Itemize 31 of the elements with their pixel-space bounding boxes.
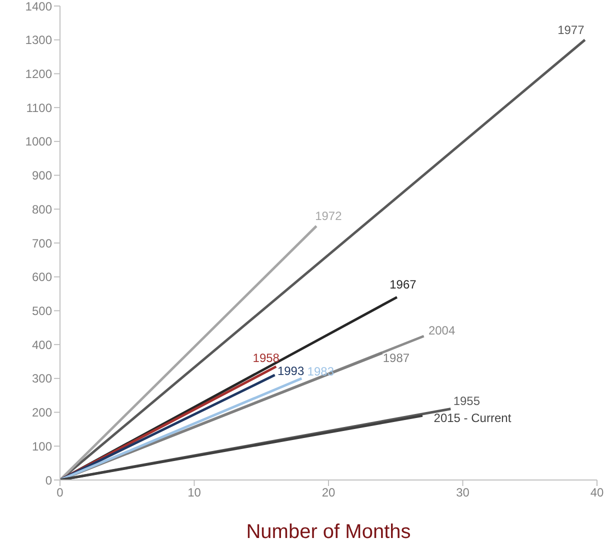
y-tick-label: 1200	[25, 66, 52, 81]
y-tick-label: 0	[45, 473, 52, 488]
y-tick-label: 1100	[26, 100, 52, 115]
x-axis-title: Number of Months	[246, 521, 411, 543]
series-label: 1967	[390, 277, 417, 292]
x-tick-label: 10	[188, 486, 202, 500]
x-tick-label: 0	[56, 486, 64, 500]
y-tick-label: 700	[32, 236, 52, 250]
x-tick-label: 40	[590, 486, 604, 500]
series-label: 2015 - Current	[434, 410, 512, 425]
y-tick-label: 100	[32, 439, 52, 454]
series-label: 1958	[252, 350, 280, 365]
y-tick-label: 500	[32, 304, 52, 318]
series-label: 1983	[307, 364, 334, 379]
series-label: 1977	[558, 23, 585, 38]
series-label: 1987	[382, 351, 410, 366]
y-tick-label: 900	[32, 168, 52, 183]
y-tick-label: 800	[32, 202, 52, 216]
y-tick-label: 400	[32, 338, 52, 352]
series-label: 1993	[277, 364, 304, 378]
x-tick-label: 30	[456, 486, 470, 500]
series-label: 2004	[428, 323, 456, 338]
x-tick-label: 20	[322, 486, 336, 500]
y-tick-label: 600	[32, 270, 52, 284]
y-tick-label: 1000	[25, 134, 52, 149]
series-label: 1972	[315, 209, 342, 224]
series-label: 1955	[453, 394, 480, 408]
y-tick-label: 1300	[25, 33, 52, 48]
y-tick-label: 1400	[25, 0, 52, 14]
y-tick-label: 200	[32, 406, 52, 420]
y-tick-label: 300	[32, 372, 52, 386]
